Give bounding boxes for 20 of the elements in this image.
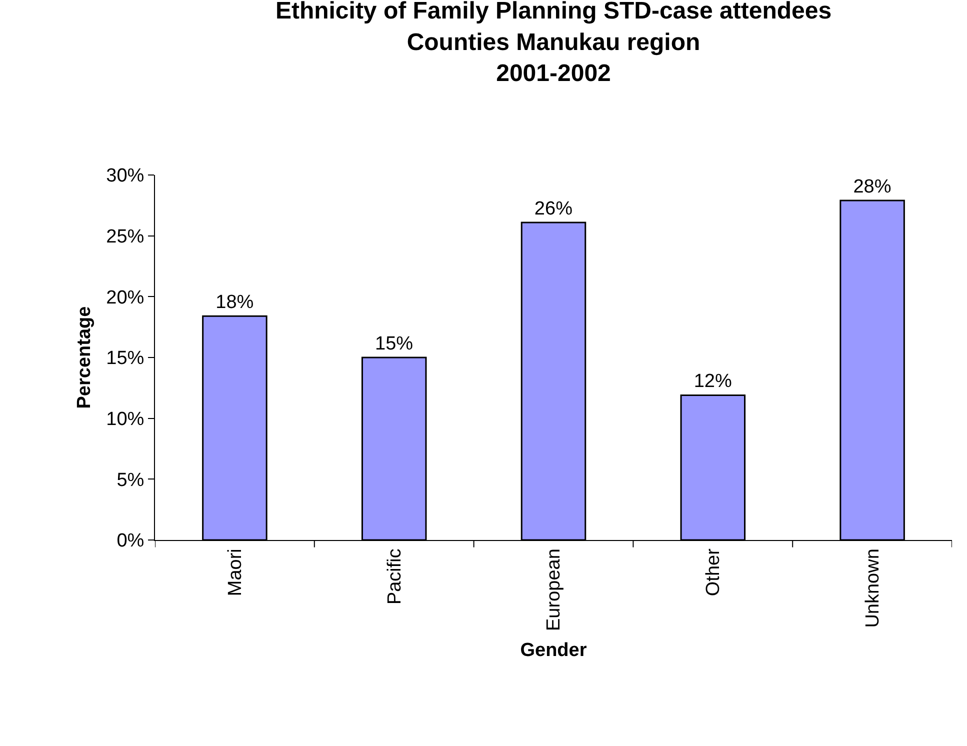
data-label: 26%: [534, 198, 573, 220]
data-label: 12%: [694, 371, 732, 392]
x-tick-label: European: [544, 548, 565, 632]
x-tick-label: Maori: [224, 548, 246, 596]
data-label: 18%: [216, 292, 254, 314]
x-tick-label: Unknown: [862, 548, 884, 628]
data-label: 28%: [853, 176, 892, 198]
x-axis-title: Gender: [520, 640, 588, 661]
y-tick-label: 20%: [106, 287, 144, 308]
chart-title: Ethnicity of Family Planning STD-case attendees Counties Manukau region 2001-2002: [275, 0, 832, 88]
x-tick-label: Other: [703, 548, 724, 596]
y-tick-label: 0%: [116, 530, 144, 552]
data-label: 15%: [375, 334, 414, 354]
y-axis-title: Percentage: [74, 306, 96, 409]
y-tick-label: 5%: [116, 470, 144, 491]
x-tick-label: Pacific: [384, 548, 406, 605]
y-tick-label: 10%: [106, 408, 144, 430]
y-tick-label: 15%: [106, 348, 144, 370]
y-tick-label: 25%: [106, 226, 144, 248]
y-tick-label: 30%: [106, 166, 144, 187]
